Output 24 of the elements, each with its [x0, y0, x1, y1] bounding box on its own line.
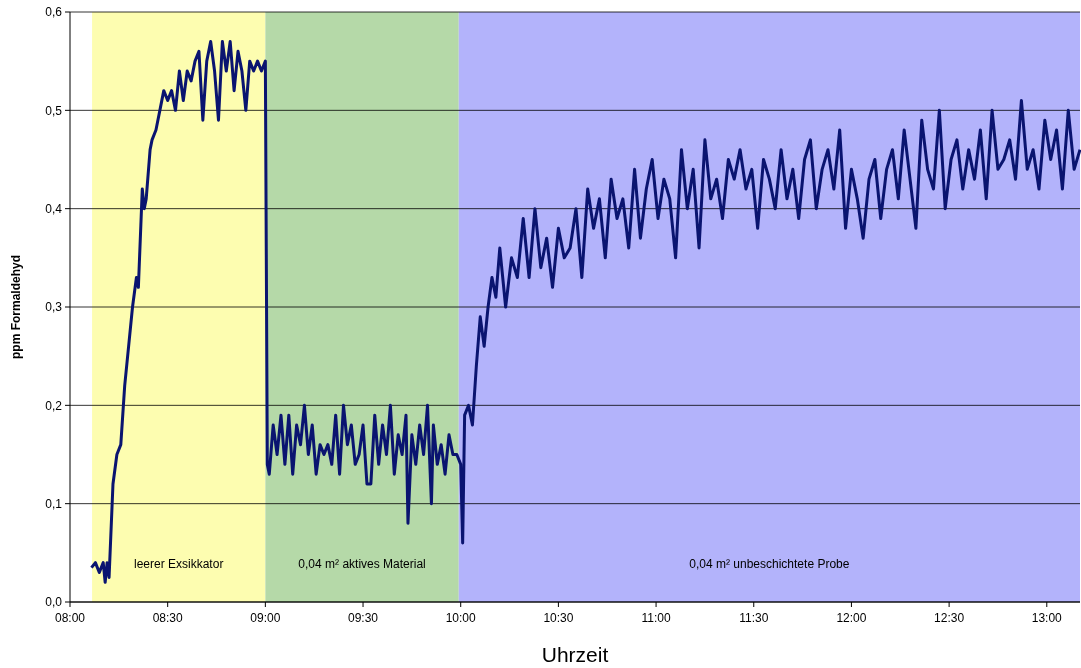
band-label: 0,04 m² aktives Material: [298, 557, 426, 571]
line-series: [89, 40, 1081, 584]
x-tick-label: 12:30: [934, 611, 965, 625]
y-tick-label: 0,3: [45, 300, 63, 315]
x-tick-label: 11:30: [739, 611, 769, 625]
x-tick-label: 12:00: [836, 611, 867, 625]
y-tick-label: 0,2: [45, 398, 63, 413]
x-tick-label: 13:00: [1031, 611, 1063, 625]
y-tick-label: 0,5: [45, 103, 63, 118]
band-label: leerer Exsikkator: [134, 557, 224, 571]
band-label: 0,04 m² unbeschichtete Probe: [689, 557, 850, 571]
y-tick-label: 0,4: [45, 201, 63, 216]
x-tick-label: 09:30: [348, 611, 379, 625]
x-axis-title: Uhrzeit: [541, 643, 609, 666]
x-tick-label: 10:30: [543, 611, 574, 625]
y-tick-label: 0,0: [45, 595, 63, 610]
y-tick-label: 0,1: [45, 496, 63, 511]
y-axis-title: ppm Formaldehyd: [9, 254, 23, 360]
x-tick-label: 08:30: [152, 611, 184, 625]
x-tick-label: 10:00: [445, 611, 477, 625]
x-tick-label: 09:00: [250, 611, 281, 625]
x-tick-label: 08:00: [54, 611, 86, 625]
y-tick-label: 0,6: [45, 5, 63, 20]
x-tick-label: 11:00: [641, 611, 671, 625]
